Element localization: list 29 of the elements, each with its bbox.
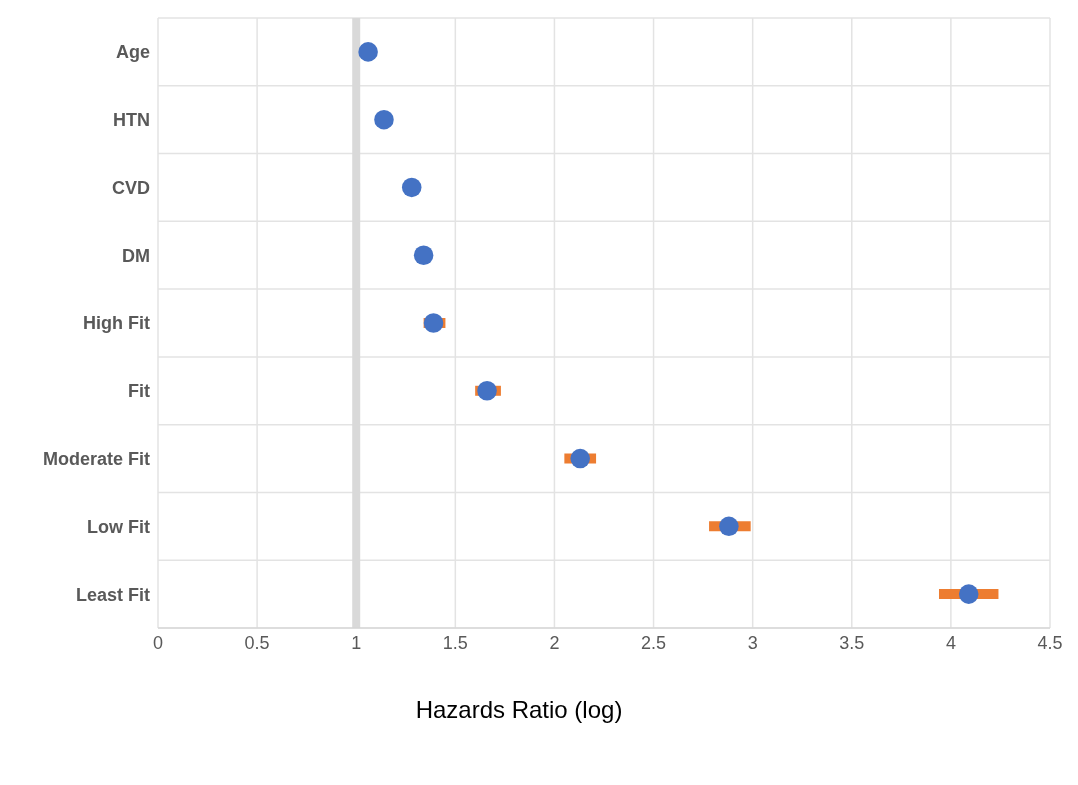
y-tick-label: Age: [115, 42, 150, 63]
x-tick-label: 1.5: [442, 632, 468, 653]
y-tick-label: CVD: [111, 177, 150, 198]
x-tick-label: 0.5: [244, 632, 270, 653]
y-tick-label: Low Fit: [87, 516, 150, 537]
y-tick-label: Fit: [128, 381, 150, 402]
y-tick-label: DM: [122, 245, 150, 266]
point: [477, 381, 497, 401]
y-tick-label: Moderate Fit: [42, 448, 150, 469]
point: [570, 448, 590, 469]
x-axis-title: Hazards Ratio (log): [415, 696, 623, 723]
x-tick-label: 4.5: [1037, 632, 1063, 653]
point: [374, 109, 394, 130]
point: [413, 245, 434, 265]
x-tick-label: 4: [945, 632, 956, 653]
x-tick-label: 3.5: [839, 632, 865, 653]
point: [423, 313, 444, 333]
x-tick-label: 3: [747, 632, 758, 653]
y-tick-label: Least Fit: [75, 584, 150, 605]
point: [358, 42, 378, 62]
point: [719, 516, 739, 537]
x-tick-label: 2.5: [641, 632, 667, 653]
point: [958, 584, 979, 604]
x-tick-label: 2: [549, 632, 560, 653]
y-tick-label: HTN: [113, 110, 150, 131]
y-tick-label: High Fit: [83, 313, 150, 334]
x-tick-label: 1: [351, 632, 362, 653]
point: [401, 177, 422, 198]
x-tick-label: 0: [152, 632, 164, 653]
